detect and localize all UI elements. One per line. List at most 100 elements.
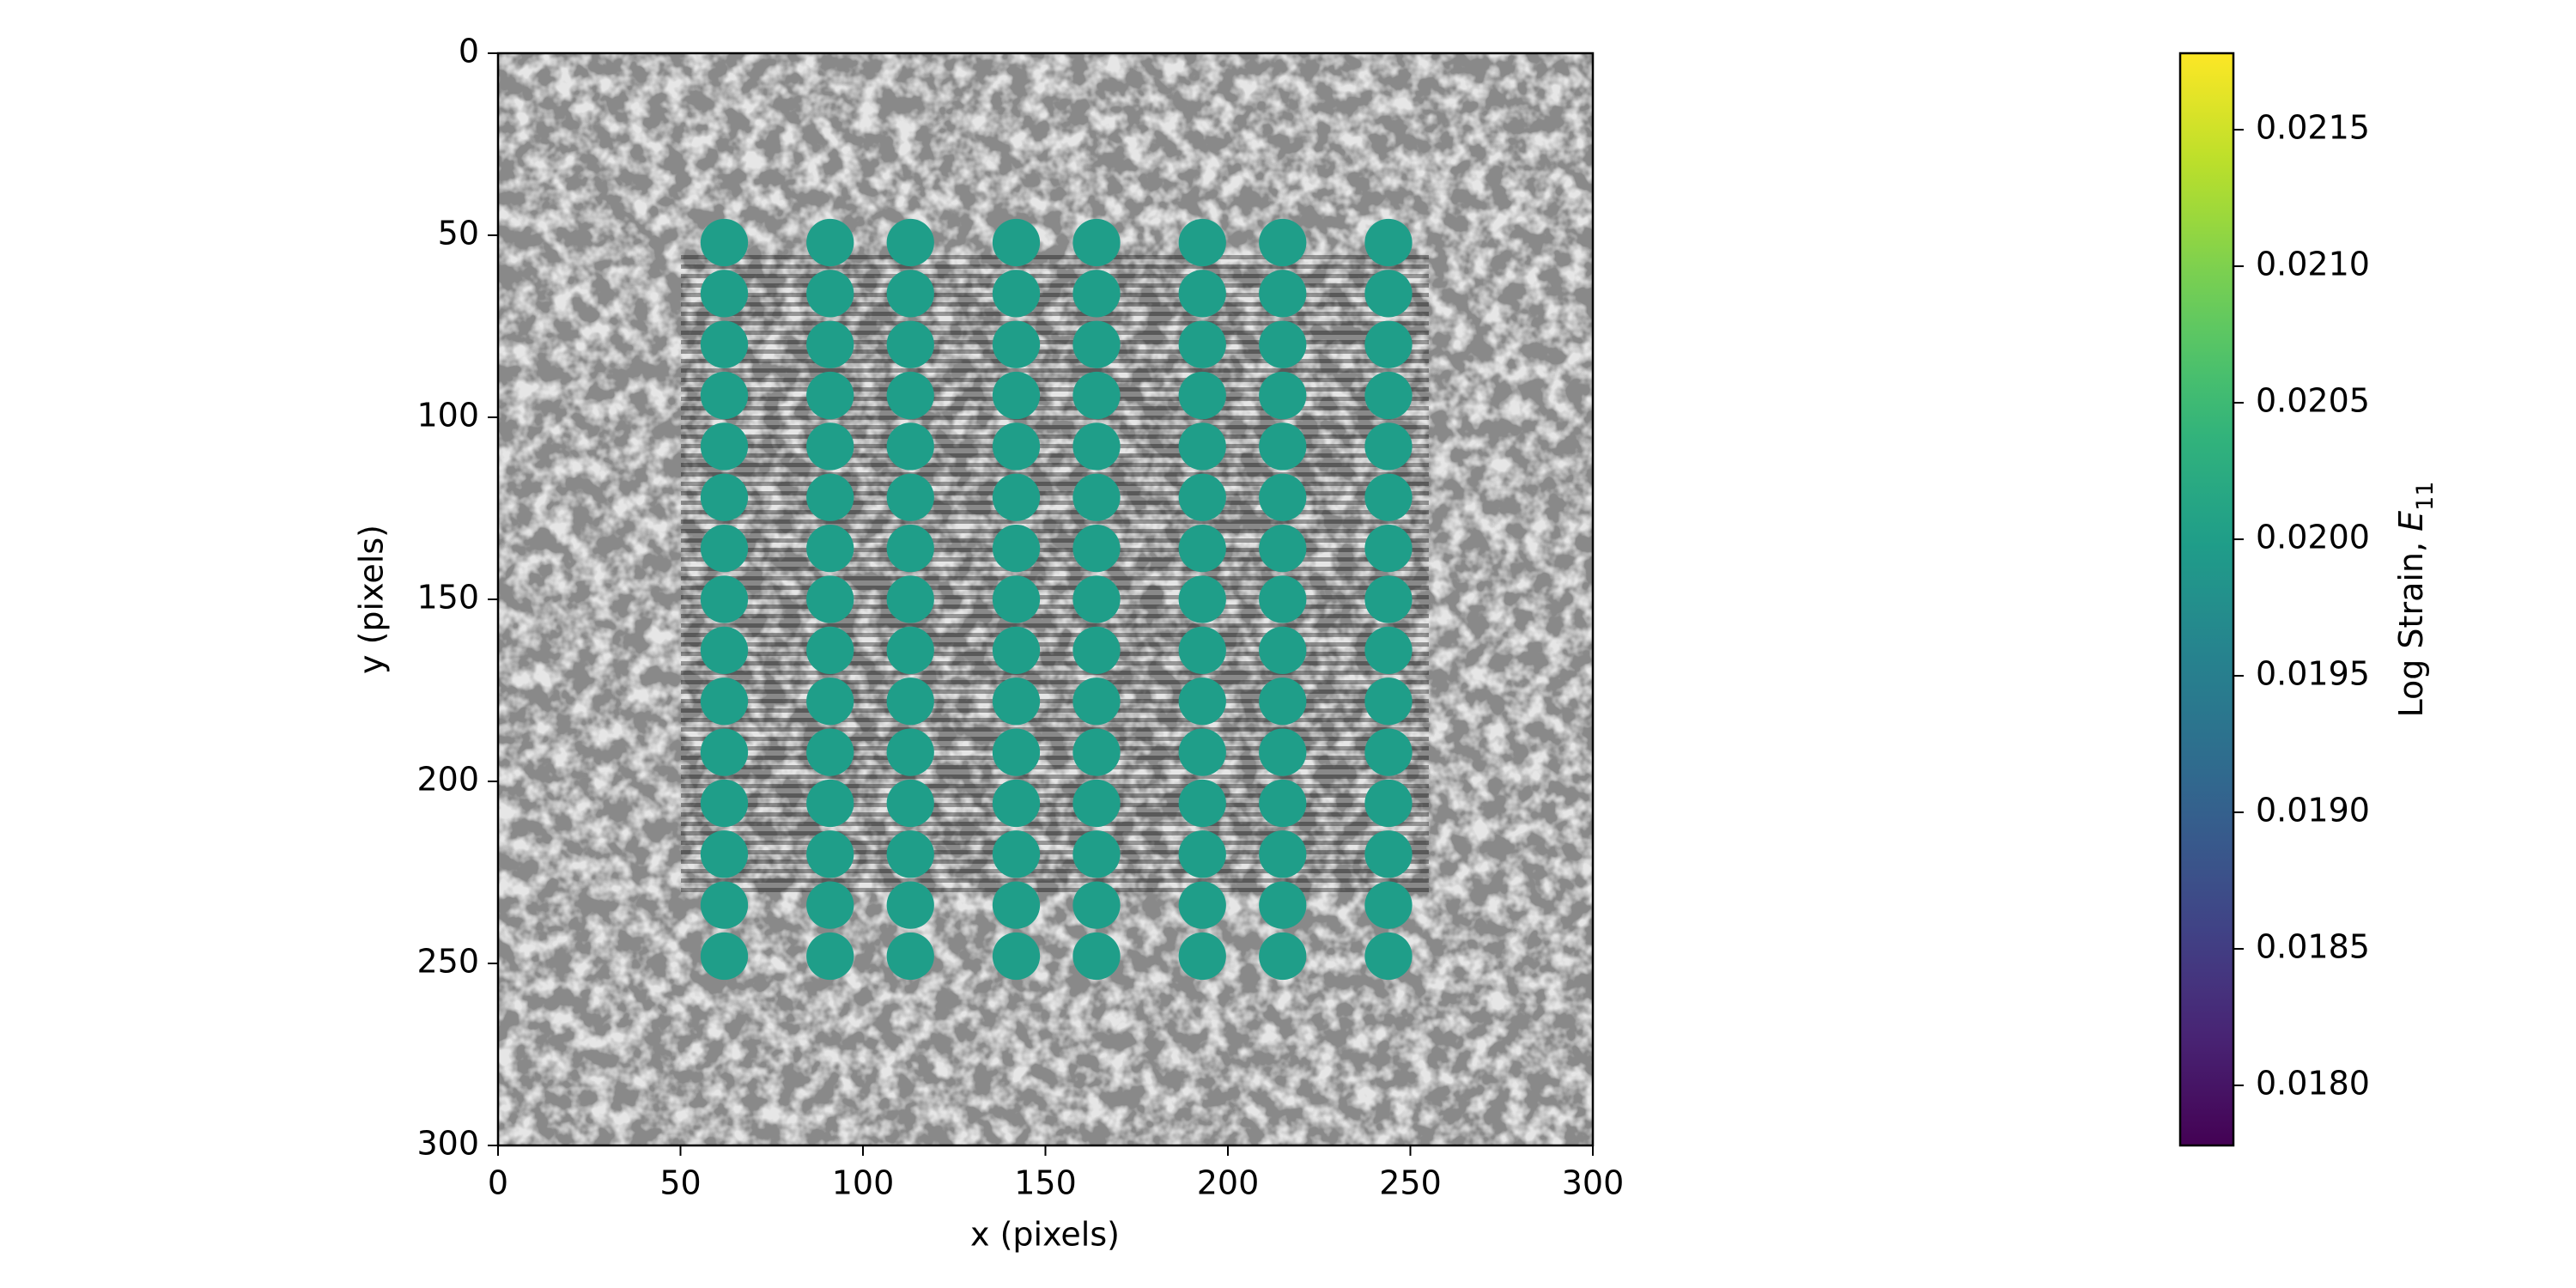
x-axis-label: x (pixels) (970, 1216, 1120, 1254)
x-tick-label: 100 (832, 1164, 895, 1202)
marker (1364, 728, 1413, 776)
marker (886, 881, 934, 929)
markers (700, 218, 1413, 981)
marker (1364, 371, 1413, 420)
y-axis-label: y (pixels) (353, 525, 391, 674)
marker (1259, 677, 1307, 726)
marker (1364, 626, 1413, 674)
marker (1259, 728, 1307, 776)
marker (1364, 779, 1413, 828)
marker (1072, 728, 1121, 776)
x-tick-label: 300 (1562, 1164, 1625, 1202)
marker (886, 270, 934, 318)
marker (700, 830, 749, 878)
marker (992, 626, 1041, 674)
marker (1178, 677, 1226, 726)
marker (700, 575, 749, 623)
marker (1072, 270, 1121, 318)
marker (806, 728, 854, 776)
x-tick-label: 250 (1379, 1164, 1442, 1202)
colorbar-tick-label: 0.0180 (2256, 1065, 2370, 1103)
colorbar-tick-label: 0.0185 (2256, 928, 2370, 966)
marker (1259, 881, 1307, 929)
marker (1259, 371, 1307, 420)
marker (806, 371, 854, 420)
marker (806, 932, 854, 981)
marker (1259, 626, 1307, 674)
colorbar-label-text: Log Strain, (2392, 532, 2430, 718)
marker (1178, 779, 1226, 828)
marker (806, 320, 854, 368)
marker (1259, 525, 1307, 573)
marker (1178, 320, 1226, 368)
marker (806, 881, 854, 929)
marker (806, 270, 854, 318)
marker (1259, 270, 1307, 318)
marker (992, 422, 1041, 471)
marker (886, 779, 934, 828)
marker (886, 626, 934, 674)
marker (886, 728, 934, 776)
marker (1072, 371, 1121, 420)
marker (700, 728, 749, 776)
marker (992, 218, 1041, 267)
marker (992, 830, 1041, 878)
marker (992, 881, 1041, 929)
marker (1072, 473, 1121, 521)
marker (700, 320, 749, 368)
marker (806, 626, 854, 674)
marker (1259, 779, 1307, 828)
marker (886, 575, 934, 623)
marker (886, 932, 934, 981)
marker (1364, 575, 1413, 623)
marker (700, 473, 749, 521)
marker (992, 473, 1041, 521)
marker (1259, 422, 1307, 471)
marker (1178, 218, 1226, 267)
marker (1072, 830, 1121, 878)
marker (806, 525, 854, 573)
marker (1178, 575, 1226, 623)
marker (1259, 218, 1307, 267)
marker (992, 320, 1041, 368)
y-tick-label: 0 (459, 33, 479, 70)
marker (1072, 422, 1121, 471)
marker (992, 932, 1041, 981)
x-tick-label: 0 (488, 1164, 508, 1202)
y-tick-label: 200 (416, 761, 479, 799)
marker (1178, 270, 1226, 318)
marker (1178, 626, 1226, 674)
marker (992, 525, 1041, 573)
marker (1364, 422, 1413, 471)
marker (886, 320, 934, 368)
y-tick-label: 150 (416, 579, 479, 617)
marker (1072, 218, 1121, 267)
marker (1178, 473, 1226, 521)
image-area (498, 53, 1593, 1145)
marker (806, 830, 854, 878)
marker (806, 218, 854, 267)
colorbar-label-subscript: 11 (2412, 481, 2439, 510)
marker (1072, 881, 1121, 929)
marker (1259, 575, 1307, 623)
marker (992, 728, 1041, 776)
colorbar-tick-label: 0.0205 (2256, 382, 2370, 420)
marker (1072, 575, 1121, 623)
y-tick-label: 250 (416, 943, 479, 981)
roi-overlay (681, 254, 1429, 896)
marker (700, 371, 749, 420)
marker (700, 626, 749, 674)
marker (1072, 677, 1121, 726)
marker (1178, 525, 1226, 573)
colorbar-label-symbol: E (2392, 511, 2430, 532)
colorbar-tick-label: 0.0215 (2256, 109, 2370, 147)
colorbar-label: Log Strain, E11 (2392, 481, 2439, 717)
marker (806, 575, 854, 623)
marker (700, 218, 749, 267)
x-tick-label: 50 (659, 1164, 701, 1202)
marker (1364, 320, 1413, 368)
marker (1072, 525, 1121, 573)
colorbar-tick-label: 0.0190 (2256, 792, 2370, 829)
